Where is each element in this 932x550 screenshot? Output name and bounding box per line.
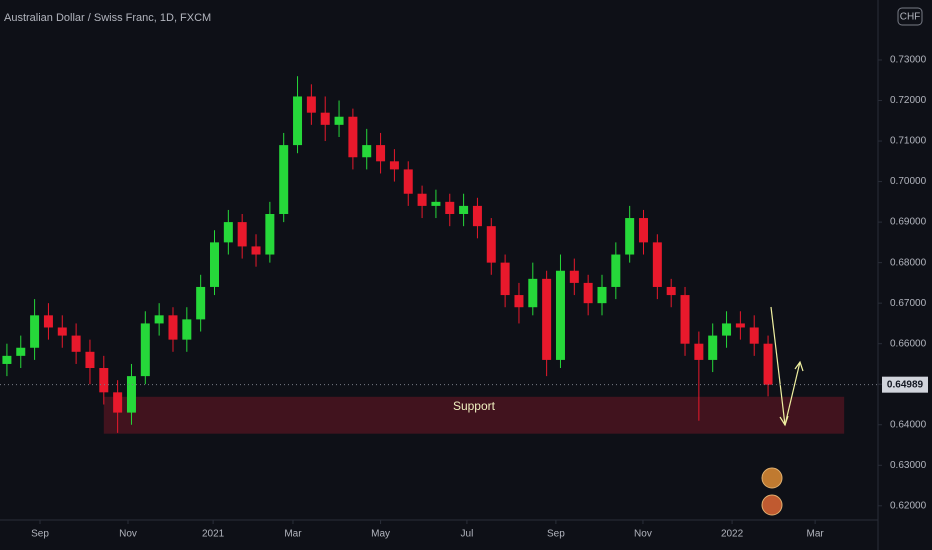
- arrow: [784, 361, 801, 426]
- candle-body: [666, 286, 676, 296]
- candle-body: [763, 343, 773, 385]
- candle-body: [57, 327, 67, 336]
- x-tick-label: Jul: [461, 529, 474, 540]
- candle-body: [486, 226, 496, 263]
- candle-body: [528, 278, 538, 308]
- candle-body: [611, 254, 621, 287]
- y-tick-label: 0.69000: [890, 217, 927, 228]
- candle-body: [403, 169, 413, 194]
- candle-body: [749, 327, 759, 344]
- price-label-box: [882, 376, 928, 393]
- candle-body: [223, 222, 233, 243]
- candle-body: [113, 392, 123, 413]
- x-tick-label: 2021: [202, 529, 225, 540]
- x-tick-label: Sep: [31, 529, 49, 540]
- x-tick-label: May: [371, 529, 390, 540]
- candle-body: [708, 335, 718, 360]
- x-tick-label: Nov: [119, 529, 137, 540]
- candle-body: [472, 205, 482, 227]
- y-tick-label: 0.66000: [890, 338, 927, 349]
- candle-body: [500, 262, 510, 296]
- candle-body: [265, 213, 275, 255]
- y-tick-label: 0.70000: [890, 176, 927, 187]
- candle-body: [168, 315, 178, 340]
- y-tick-label: 0.64000: [890, 419, 927, 430]
- candle-body: [680, 295, 690, 344]
- candle-body: [694, 343, 704, 360]
- candle-body: [126, 376, 136, 413]
- candle-body: [639, 218, 649, 243]
- candle-body: [542, 278, 552, 360]
- arrow: [770, 306, 786, 426]
- candle-body: [362, 145, 372, 158]
- candle-body: [597, 286, 607, 304]
- chart-title: Australian Dollar / Swiss Franc, 1D, FXC…: [4, 12, 211, 24]
- candle-body: [389, 161, 399, 170]
- y-tick-label: 0.72000: [890, 95, 927, 106]
- x-tick-label: Mar: [284, 529, 302, 540]
- candle-body: [735, 323, 745, 328]
- currency[interactable]: CHF: [900, 12, 921, 23]
- candle-body: [320, 112, 330, 125]
- currency-box[interactable]: [897, 7, 923, 26]
- x-tick-label: Sep: [547, 529, 565, 540]
- y-tick-label: 0.67000: [890, 298, 927, 309]
- candle-body: [431, 201, 441, 206]
- candle-body: [459, 205, 469, 214]
- candle-body: [722, 323, 732, 336]
- flag-icon[interactable]: [761, 467, 783, 489]
- candle-body: [182, 319, 192, 340]
- candle-body: [555, 270, 565, 360]
- y-tick-label: 0.68000: [890, 257, 927, 268]
- y-tick-label: 0.63000: [890, 460, 927, 471]
- price-label: 0.64989: [887, 379, 924, 390]
- candle-body: [2, 355, 12, 364]
- support-zone: [103, 396, 845, 434]
- candle-body: [154, 315, 164, 324]
- candle-body: [140, 323, 150, 377]
- candle-body: [43, 315, 53, 328]
- zone-label: Support: [453, 399, 496, 413]
- candle-body: [334, 116, 344, 125]
- candle-body: [279, 145, 289, 214]
- candle-body: [583, 282, 593, 304]
- y-tick-label: 0.71000: [890, 136, 927, 147]
- candle-body: [99, 368, 109, 393]
- candle-body: [251, 246, 261, 255]
- candle-body: [445, 201, 455, 214]
- candle-body: [237, 222, 247, 247]
- x-tick-label: 2022: [721, 529, 744, 540]
- candle-body: [417, 193, 427, 206]
- candle-body: [306, 96, 316, 113]
- candle-body: [85, 351, 95, 369]
- candle-body: [71, 335, 81, 352]
- candle-body: [16, 347, 26, 356]
- candle-body: [514, 295, 524, 308]
- candle-body: [652, 242, 662, 287]
- candle-body: [348, 116, 358, 158]
- x-tick-label: Nov: [634, 529, 652, 540]
- y-tick-label: 0.62000: [890, 500, 927, 511]
- x-tick-label: Mar: [806, 529, 824, 540]
- candle-body: [569, 270, 579, 283]
- arrow-head: [794, 360, 804, 372]
- candle-body: [376, 145, 386, 162]
- candle-body: [210, 242, 219, 287]
- y-tick-label: 0.73000: [890, 55, 927, 66]
- candle-body: [196, 286, 206, 320]
- candle-body: [293, 96, 303, 146]
- candle-body: [625, 218, 635, 255]
- flag-icon[interactable]: [761, 494, 783, 516]
- candle-body: [30, 315, 40, 348]
